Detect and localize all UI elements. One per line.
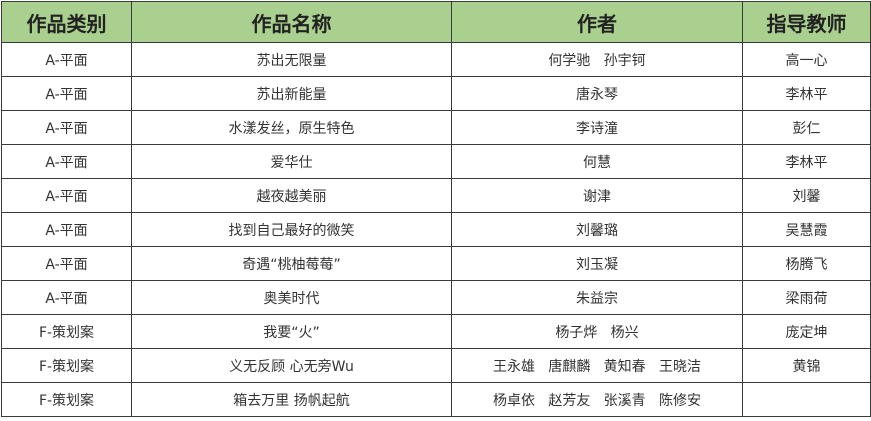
- cell-category: A-平面: [1, 246, 132, 281]
- header-teacher: 指导教师: [742, 1, 871, 43]
- cell-title: 爱华仕: [131, 144, 452, 179]
- cell-category: F-策划案: [1, 314, 132, 349]
- cell-title: 越夜越美丽: [131, 178, 452, 213]
- cell-author: 杨子烨 杨兴: [451, 314, 743, 349]
- cell-teacher: 李林平: [742, 144, 871, 179]
- table-row: F-策划案 我要“火” 杨子烨 杨兴 庞定坤: [1, 314, 871, 349]
- header-title: 作品名称: [131, 1, 452, 43]
- cell-author: 唐永琴: [451, 76, 743, 111]
- cell-title: 水漾发丝，原生特色: [131, 110, 452, 145]
- cell-teacher: 高一心: [742, 42, 871, 77]
- header-author: 作者: [451, 1, 743, 43]
- cell-category: A-平面: [1, 144, 132, 179]
- cell-category: A-平面: [1, 42, 132, 77]
- cell-teacher: 杨腾飞: [742, 246, 871, 281]
- cell-teacher: 彭仁: [742, 110, 871, 145]
- cell-teacher: 梁雨荷: [742, 280, 871, 315]
- cell-category: A-平面: [1, 76, 132, 111]
- cell-teacher: 吴慧霞: [742, 212, 871, 247]
- cell-category: F-策划案: [1, 382, 132, 417]
- cell-title: 义无反顾 心无旁Wu: [131, 348, 452, 383]
- cell-teacher: 黄锦: [742, 348, 871, 383]
- table-row: A-平面 爱华仕 何慧 李林平: [1, 144, 871, 179]
- cell-author: 何学驰 孙宇钶: [451, 42, 743, 77]
- cell-category: A-平面: [1, 280, 132, 315]
- cell-title: 奇遇“桃柚莓莓”: [131, 246, 452, 281]
- cell-author: 刘馨璐: [451, 212, 743, 247]
- table-row: A-平面 奥美时代 朱益宗 梁雨荷: [1, 280, 871, 315]
- cell-author: 谢津: [451, 178, 743, 213]
- cell-teacher: 庞定坤: [742, 314, 871, 349]
- table-row: A-平面 越夜越美丽 谢津 刘馨: [1, 178, 871, 213]
- cell-title: 苏出无限量: [131, 42, 452, 77]
- cell-author: 朱益宗: [451, 280, 743, 315]
- cell-category: A-平面: [1, 110, 132, 145]
- cell-title: 苏出新能量: [131, 76, 452, 111]
- cell-title: 奥美时代: [131, 280, 452, 315]
- cell-teacher: 刘馨: [742, 178, 871, 213]
- cell-author: 李诗潼: [451, 110, 743, 145]
- cell-category: A-平面: [1, 212, 132, 247]
- table-row: A-平面 找到自己最好的微笑 刘馨璐 吴慧霞: [1, 212, 871, 247]
- cell-title: 我要“火”: [131, 314, 452, 349]
- table-row: A-平面 奇遇“桃柚莓莓” 刘玉凝 杨腾飞: [1, 246, 871, 281]
- cell-author: 王永雄 唐麒麟 黄知春 王晓洁: [451, 348, 743, 383]
- cell-author: 何慧: [451, 144, 743, 179]
- cell-author: 杨卓依 赵芳友 张溪青 陈修安: [451, 382, 743, 417]
- table-row: A-平面 苏出无限量 何学驰 孙宇钶 高一心: [1, 42, 871, 77]
- header-row: 作品类别 作品名称 作者 指导教师: [1, 1, 871, 43]
- table-row: F-策划案 义无反顾 心无旁Wu 王永雄 唐麒麟 黄知春 王晓洁 黄锦: [1, 348, 871, 383]
- cell-teacher: 李林平: [742, 76, 871, 111]
- cell-teacher: [742, 382, 871, 417]
- table-row: A-平面 水漾发丝，原生特色 李诗潼 彭仁: [1, 110, 871, 145]
- cell-title: 箱去万里 扬帆起航: [131, 382, 452, 417]
- header-category: 作品类别: [1, 1, 132, 43]
- table-row: F-策划案 箱去万里 扬帆起航 杨卓依 赵芳友 张溪青 陈修安: [1, 382, 871, 417]
- cell-title: 找到自己最好的微笑: [131, 212, 452, 247]
- table-row: A-平面 苏出新能量 唐永琴 李林平: [1, 76, 871, 111]
- cell-author: 刘玉凝: [451, 246, 743, 281]
- cell-category: A-平面: [1, 178, 132, 213]
- cell-category: F-策划案: [1, 348, 132, 383]
